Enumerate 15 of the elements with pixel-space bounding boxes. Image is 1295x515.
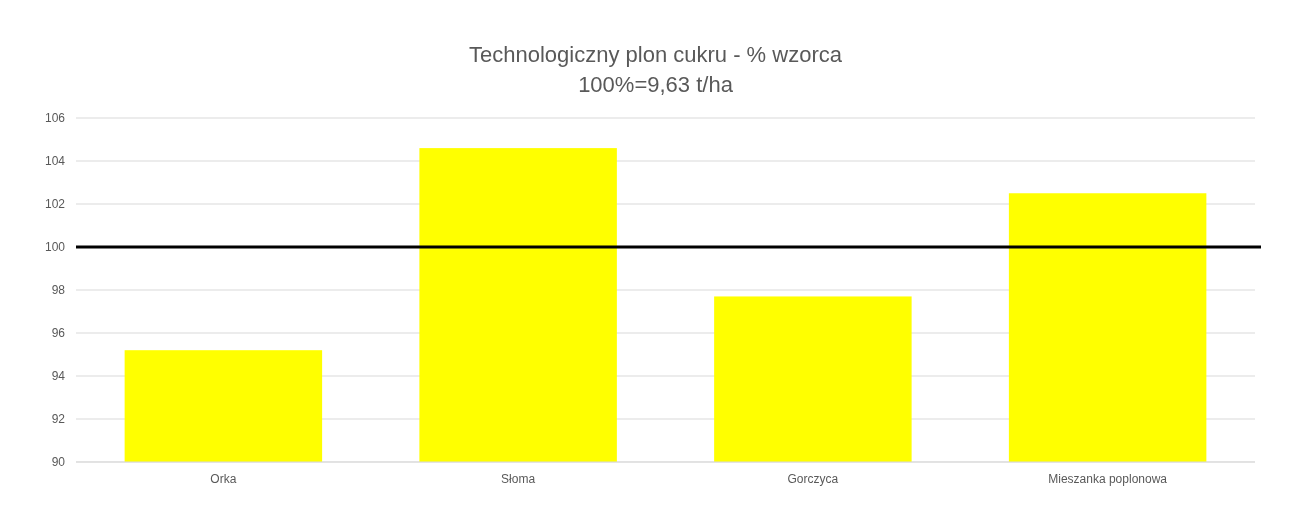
y-tick-label: 104	[44, 154, 66, 169]
x-tick-label: Gorczyca	[787, 472, 839, 486]
y-tick-label: 96	[51, 326, 66, 341]
x-tick-label: Orka	[210, 472, 237, 486]
y-tick-label: 92	[51, 412, 66, 427]
chart-subtitle: 100%=9,63 t/ha	[578, 72, 734, 97]
y-tick-label: 102	[44, 197, 66, 212]
chart-title: Technologiczny plon cukru - % wzorca	[469, 42, 843, 67]
y-tick-label: 106	[44, 111, 66, 126]
y-tick-label: 98	[51, 283, 66, 298]
x-tick-label: Mieszanka poplonowa	[1048, 472, 1168, 486]
y-tick-label: 94	[51, 369, 66, 384]
y-tick-label: 100	[44, 240, 66, 255]
x-tick-label: Słoma	[501, 472, 536, 486]
y-tick-label: 90	[51, 455, 66, 470]
